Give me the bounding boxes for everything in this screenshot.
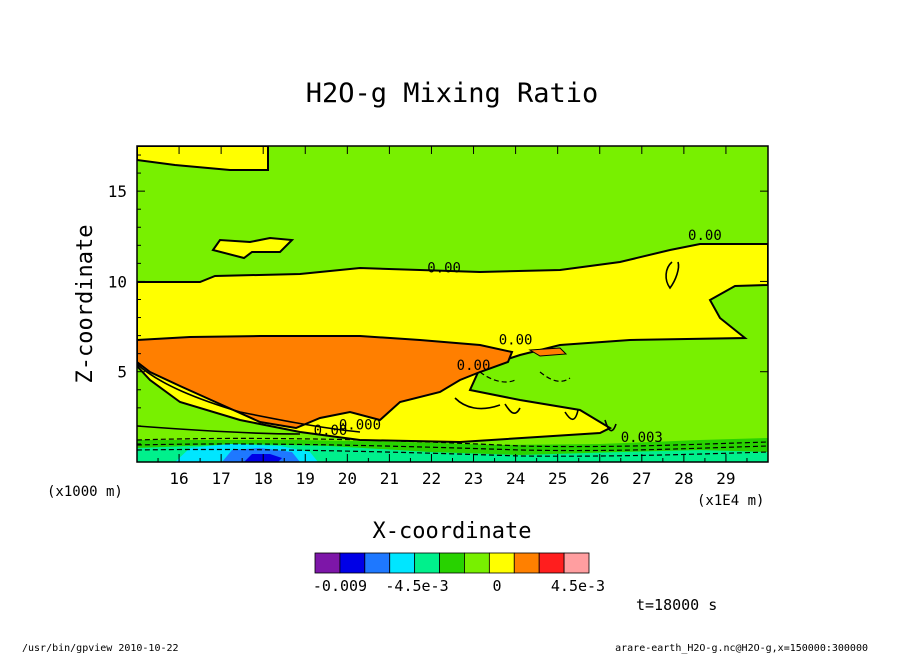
- y-tick-label: 10: [108, 272, 127, 291]
- x-scale-label: (x1E4 m): [697, 493, 764, 509]
- colorbar-swatch: [364, 552, 391, 574]
- x-axis-ticks: 16 17 18 19 20 21 22 23 24 25 26 27 28 29: [157, 146, 748, 488]
- y-axis-title: Z-coordinate: [73, 225, 98, 384]
- colorbar-swatch: [563, 552, 590, 574]
- x-tick-label: 24: [506, 469, 525, 488]
- small-orange-blob: [528, 347, 568, 357]
- chart-title: H2O-g Mixing Ratio: [306, 78, 599, 109]
- colorbar-swatch: [439, 552, 465, 574]
- footer-right: arare-earth_H2O-g.nc@H2O-g,x=150000:3000…: [615, 643, 868, 654]
- colorbar-swatch: [488, 552, 515, 574]
- colorbar-label: -0.009: [313, 577, 367, 595]
- colorbar-label: 0: [492, 577, 501, 595]
- contour-label: 0.00: [499, 333, 533, 349]
- x-tick-label: 29: [716, 469, 735, 488]
- x-tick-label: 22: [422, 469, 441, 488]
- x-tick-label: 21: [380, 469, 399, 488]
- contour-label: 0.00: [314, 423, 348, 439]
- x-tick-label: 25: [548, 469, 567, 488]
- time-label: t=18000 s: [636, 596, 717, 614]
- colorbar: [314, 552, 590, 574]
- colorbar-swatch: [538, 552, 565, 574]
- colorbar-label: -4.5e-3: [385, 577, 448, 595]
- x-units-label: (x1000 m): [47, 484, 123, 500]
- colorbar-swatch: [389, 552, 416, 574]
- y-axis-ticks: 5 10 15: [108, 154, 768, 445]
- x-axis-title: X-coordinate: [373, 519, 532, 544]
- x-tick-label: 20: [338, 469, 357, 488]
- y-tick-label: 5: [117, 363, 127, 382]
- upper-yellow-region: [137, 146, 269, 171]
- x-tick-label: 17: [212, 469, 231, 488]
- contour-field: [137, 146, 768, 462]
- contour-label: 0.000: [339, 417, 381, 433]
- contour-label: 0.00: [457, 358, 491, 374]
- footer-left: /usr/bin/gpview 2010-10-22: [22, 643, 179, 654]
- y-tick-label: 15: [108, 182, 127, 201]
- x-tick-label: 27: [632, 469, 651, 488]
- colorbar-labels: -0.009 -4.5e-3 0 4.5e-3: [313, 577, 605, 595]
- colorbar-swatch: [314, 552, 341, 574]
- x-tick-label: 19: [296, 469, 315, 488]
- orange-region: [137, 335, 514, 430]
- x-tick-label: 16: [169, 469, 188, 488]
- colorbar-swatch: [464, 552, 490, 574]
- colorbar-label: 4.5e-3: [551, 577, 605, 595]
- colorbar-swatch: [513, 552, 540, 574]
- contour-label: 0.003: [621, 430, 663, 446]
- contour-label: 0.00: [688, 228, 722, 244]
- x-tick-label: 23: [464, 469, 483, 488]
- x-tick-label: 18: [254, 469, 273, 488]
- dashed-contours: [137, 371, 768, 457]
- small-yellow-island: [211, 236, 295, 260]
- x-tick-label: 28: [674, 469, 693, 488]
- colorbar-swatch: [339, 552, 366, 574]
- x-tick-label: 26: [590, 469, 609, 488]
- contour-lines: [137, 261, 680, 435]
- contour-label: 0.00: [427, 260, 461, 276]
- colorbar-swatch: [414, 552, 440, 574]
